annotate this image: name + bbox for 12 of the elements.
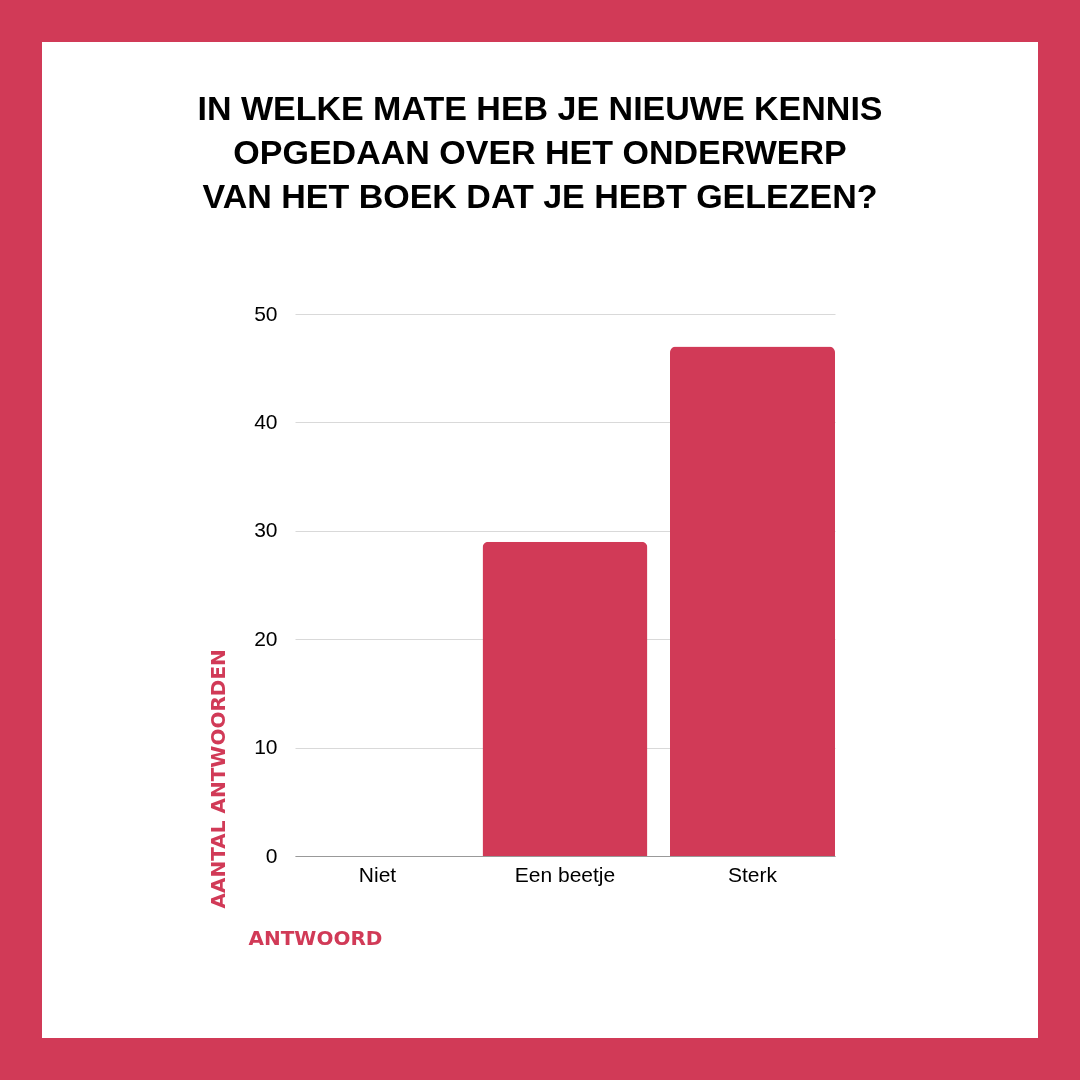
x-axis-title: ANTWOORD <box>248 925 383 950</box>
y-tick-label: 0 <box>265 843 278 867</box>
y-tick-label: 20 <box>254 626 278 650</box>
x-tick-label: Sterk <box>727 862 778 886</box>
y-tick-label: 10 <box>254 735 278 759</box>
y-tick-label: 30 <box>254 518 278 542</box>
x-tick-label: Niet <box>358 862 397 886</box>
y-axis-title: AANTAL ANTWOORDEN <box>205 649 230 909</box>
y-tick-label: 50 <box>254 301 278 325</box>
chart-title: IN WELKE MATE HEB JE NIEUWE KENNIS OPGEDAAN OVER HET ONDERWERP VAN HET BOEK DAT JE HEBT GELEZEN? <box>197 89 883 215</box>
y-tick-label: 40 <box>254 409 278 433</box>
x-tick-label: Een beetje <box>514 862 616 886</box>
